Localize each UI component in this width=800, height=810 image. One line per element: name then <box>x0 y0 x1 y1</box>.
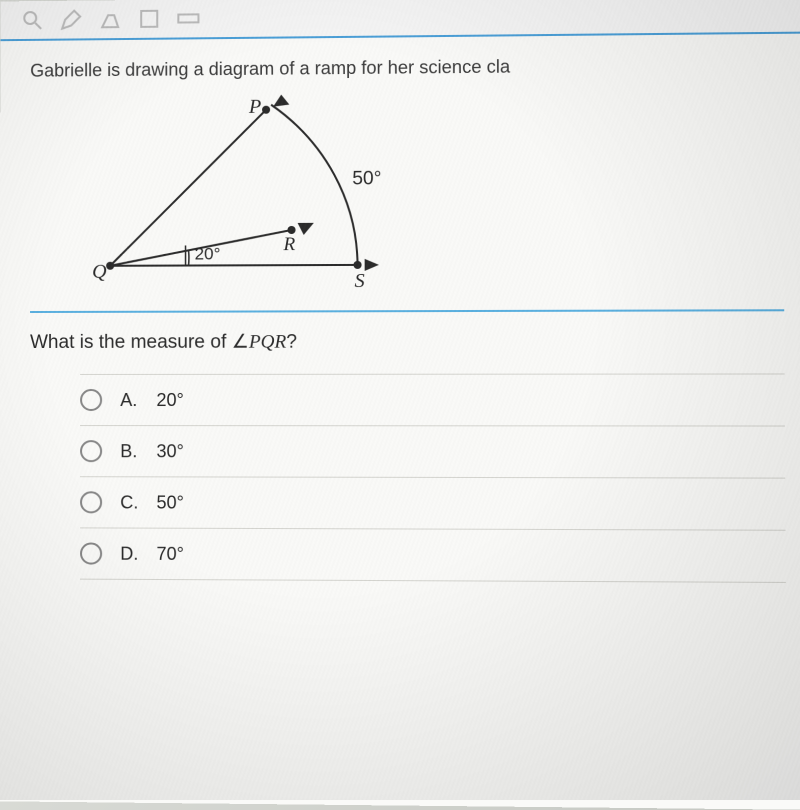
option-letter: B. <box>120 441 142 462</box>
question-suffix: ? <box>286 332 297 353</box>
radio-icon[interactable] <box>80 389 102 411</box>
highlight-icon[interactable] <box>98 7 122 31</box>
angle-label-50: 50° <box>352 168 381 189</box>
point-label-s: S <box>355 270 365 292</box>
radio-icon[interactable] <box>80 542 102 564</box>
problem-intro: Gabrielle is drawing a diagram of a ramp… <box>30 54 783 82</box>
option-letter: C. <box>120 492 142 513</box>
screen-surface: Gabrielle is drawing a diagram of a ramp… <box>0 0 800 810</box>
option-value: 50° <box>156 492 183 513</box>
option-value: 30° <box>156 441 183 462</box>
option-c[interactable]: C. 50° <box>80 477 786 531</box>
point-label-r: R <box>282 234 295 255</box>
ruler-icon[interactable] <box>176 6 200 30</box>
content-area: Gabrielle is drawing a diagram of a ramp… <box>0 34 800 810</box>
option-value: 70° <box>156 543 183 564</box>
option-value: 20° <box>156 389 183 410</box>
option-a[interactable]: A. 20° <box>80 373 785 426</box>
option-letter: D. <box>120 543 142 564</box>
point-label-p: P <box>248 96 261 118</box>
answer-options: A. 20° B. 30° C. 50° <box>80 373 786 582</box>
angle-symbol: ∠ <box>232 332 249 353</box>
point-label-q: Q <box>92 261 107 283</box>
question-text: What is the measure of ∠PQR? <box>30 330 784 354</box>
search-icon[interactable] <box>20 8 44 32</box>
question-prefix: What is the measure of <box>30 332 232 353</box>
angle-name: PQR <box>249 332 286 353</box>
tool-icon[interactable] <box>137 7 161 31</box>
pen-icon[interactable] <box>59 8 83 32</box>
option-d[interactable]: D. 70° <box>80 528 786 583</box>
angle-diagram: P Q R S 50° 20° <box>90 93 444 296</box>
radio-icon[interactable] <box>80 440 102 462</box>
option-letter: A. <box>120 389 142 410</box>
radio-icon[interactable] <box>80 491 102 513</box>
angle-label-20: 20° <box>195 244 221 263</box>
section-divider <box>30 309 784 313</box>
option-b[interactable]: B. 30° <box>80 426 785 479</box>
